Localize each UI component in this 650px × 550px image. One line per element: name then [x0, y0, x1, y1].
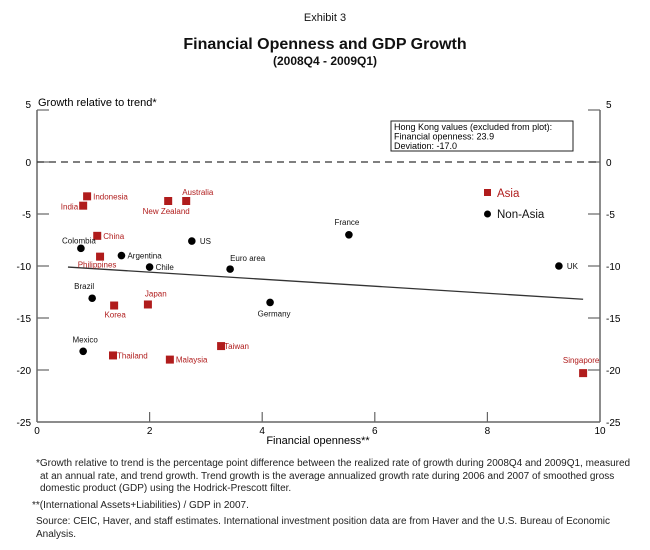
point-label-malaysia: Malaysia [176, 356, 208, 365]
point-korea [110, 301, 119, 310]
point-label-australia: Australia [182, 188, 214, 197]
point-label-france: France [334, 218, 359, 227]
x-tick-label: 4 [259, 426, 265, 437]
trend-line [67, 266, 584, 300]
y-tick-label-left: -15 [17, 314, 32, 325]
point-label-colombia: Colombia [62, 236, 96, 245]
point-us [188, 237, 196, 245]
legend: Asia Non-Asia [484, 188, 545, 221]
point-australia [182, 197, 191, 205]
legend-asia-marker [484, 189, 491, 196]
y-tick-label-right: -25 [606, 418, 621, 429]
y-tick-label-right: 5 [606, 100, 612, 111]
point-japan [143, 300, 152, 309]
point-label-argentina: Argentina [127, 252, 162, 261]
point-thailand [109, 351, 118, 360]
point-label-japan: Japan [145, 289, 167, 298]
point-label-singapore: Singapore [563, 356, 600, 365]
point-india [79, 201, 88, 210]
scatter-chart: Growth relative to trend* Financial open… [17, 97, 621, 447]
point-argentina [117, 251, 126, 260]
x-tick-label: 2 [147, 426, 153, 437]
legend-non-asia-marker [484, 210, 491, 218]
annotation-box [390, 120, 574, 152]
y-tick-label-left: -10 [17, 262, 32, 273]
footnote-growth: *Growth relative to trend is the percent… [36, 458, 631, 494]
point-chile [145, 263, 154, 271]
y-tick-label-right: -20 [606, 366, 621, 377]
point-label-mexico: Mexico [72, 335, 98, 344]
exhibit-label: Exhibit 3 [303, 12, 347, 24]
point-label-uk: UK [567, 262, 579, 271]
point-label-philippines: Philippines [78, 261, 117, 270]
trend-line-group [67, 266, 584, 300]
annotation-line: Financial openness: 23.9 [394, 132, 494, 142]
point-label-india: India [61, 203, 79, 212]
y-tick-label-left: 0 [25, 158, 31, 169]
point-mexico [79, 347, 87, 356]
point-label-indonesia: Indonesia [93, 192, 128, 201]
point-label-us: US [200, 237, 211, 246]
x-axis-label: Financial openness** [266, 435, 370, 447]
axes: 5 50 0-5 -5-10 -10-15 -15-20 -20-25 -250 2 4 6 8 10 [17, 100, 621, 437]
footnote-source: Source: CEIC, Haver, and staff estimates… [36, 516, 610, 540]
y-tick-label-right: -15 [606, 314, 621, 325]
point-label-brazil: Brazil [74, 282, 94, 291]
footnote-openness: **(International Assets+Liabilities) / G… [32, 499, 249, 511]
point-indonesia [83, 192, 92, 201]
point-label-germany: Germany [258, 309, 291, 318]
x-tick-label: 6 [372, 426, 378, 437]
point-germany [266, 298, 274, 307]
annotation-line: Deviation: -17.0 [394, 141, 457, 151]
point-label-euro-area: Euro area [230, 254, 266, 263]
y-tick-label-left: 5 [25, 100, 31, 111]
point-euro-area [226, 265, 234, 273]
x-tick-label: 10 [594, 426, 606, 437]
footnotes: *Growth relative to trend is the percent… [32, 458, 636, 541]
point-label-thailand: Thailand [117, 351, 148, 360]
legend-label-non-asia: Non-Asia [497, 209, 545, 221]
point-malaysia [165, 355, 174, 364]
point-france [345, 231, 353, 239]
point-label-china: China [103, 232, 124, 241]
chart-subtitle: (2008Q4 - 2009Q1) [272, 54, 378, 68]
point-singapore [579, 369, 588, 378]
point-new-zealand [164, 197, 173, 205]
point-label-new-zealand: New Zealand [143, 207, 190, 216]
point-china [93, 231, 102, 240]
point-label-korea: Korea [104, 311, 126, 320]
point-taiwan [217, 342, 226, 351]
y-tick-label-right: -10 [606, 262, 621, 273]
chart-title: Financial Openness and GDP Growth [183, 36, 467, 53]
point-uk [555, 262, 563, 270]
y-tick-label-right: -5 [606, 210, 615, 221]
hong-kong-annotation: Hong Kong values (excluded from plot):Fi… [390, 120, 574, 152]
annotation-line: Hong Kong values (excluded from plot): [394, 122, 552, 132]
point-colombia [77, 244, 85, 253]
y-tick-label-left: -20 [17, 366, 32, 377]
x-tick-label: 8 [485, 426, 491, 437]
y-tick-label-left: -25 [17, 418, 32, 429]
x-tick-label: 0 [34, 426, 40, 437]
point-philippines [96, 252, 105, 261]
data-points: Indonesia India New Zealand Australia China P… [61, 188, 600, 378]
y-tick-label-left: -5 [22, 210, 31, 221]
legend-label-asia: Asia [497, 188, 520, 200]
point-brazil [88, 294, 96, 303]
y-tick-label-right: 0 [606, 158, 612, 169]
point-label-taiwan: Taiwan [224, 342, 249, 351]
y-axis-label: Growth relative to trend* [38, 97, 157, 109]
point-label-chile: Chile [156, 263, 175, 272]
